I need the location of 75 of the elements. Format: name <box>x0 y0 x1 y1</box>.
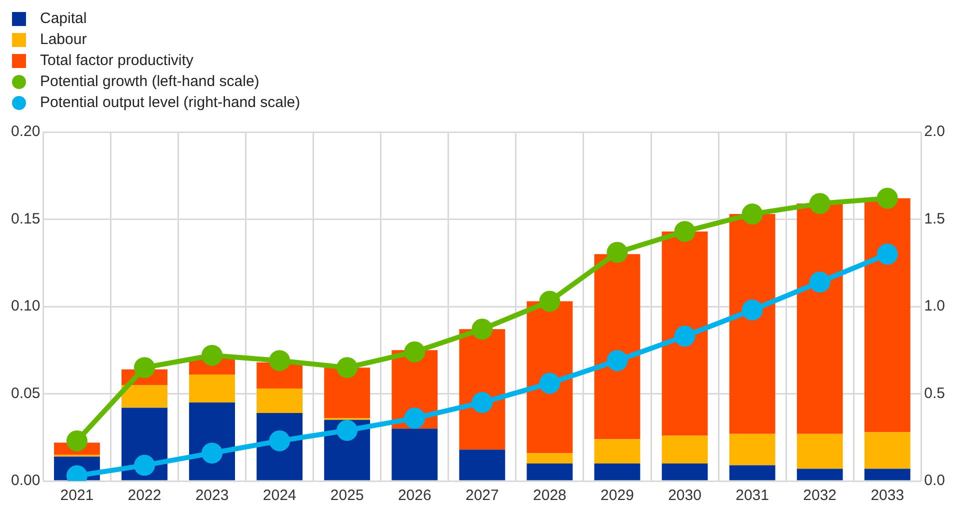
y2-tick-label: 1.5 <box>924 210 946 228</box>
bar <box>796 468 843 480</box>
bar <box>526 453 573 464</box>
point <box>134 357 155 378</box>
x-tick-label: 2033 <box>870 487 904 504</box>
bar <box>864 198 910 432</box>
x-tick-label: 2031 <box>736 487 769 504</box>
legend-label: Total factor productivity <box>40 52 194 69</box>
legend-label: Potential growth (left-hand scale) <box>40 73 260 90</box>
x-tick-label: 2021 <box>60 487 94 504</box>
bar <box>729 214 776 434</box>
point <box>876 244 898 265</box>
y2-tick-label: 0.0 <box>924 472 946 490</box>
bar <box>392 428 438 480</box>
y-tick-label: 0.05 <box>10 384 40 402</box>
point <box>134 454 155 476</box>
point <box>742 204 763 225</box>
point <box>472 318 493 340</box>
y2-tick-label: 2.0 <box>924 123 946 140</box>
point <box>404 341 426 362</box>
legend-label: Labour <box>40 31 87 48</box>
x-tick-label: 2027 <box>465 487 499 504</box>
bar <box>459 450 506 480</box>
bar <box>594 254 640 440</box>
point <box>404 408 426 429</box>
bar <box>796 204 843 434</box>
bar <box>526 464 573 480</box>
x-tick-label: 2022 <box>128 487 162 504</box>
point <box>269 350 290 372</box>
y-tick-label: 0.00 <box>10 472 40 490</box>
bar <box>122 385 168 408</box>
x-tick-label: 2025 <box>330 487 364 504</box>
point <box>336 420 358 441</box>
y-tick-label: 0.20 <box>10 123 40 140</box>
point <box>336 357 358 378</box>
bar <box>729 465 776 480</box>
bar <box>796 434 843 469</box>
point <box>742 299 763 320</box>
point <box>674 326 696 347</box>
x-tick-label: 2029 <box>600 487 634 504</box>
x-tick-label: 2023 <box>195 487 229 504</box>
point <box>472 392 493 413</box>
point <box>674 220 696 242</box>
y2-tick-label: 0.5 <box>924 384 946 402</box>
y-tick-label: 0.15 <box>10 210 40 228</box>
y-tick-label: 0.10 <box>10 298 40 315</box>
bar <box>324 368 370 418</box>
bar <box>662 436 708 464</box>
point <box>539 372 560 394</box>
point <box>809 272 830 293</box>
point <box>606 242 628 263</box>
bar <box>594 464 640 480</box>
bar <box>189 374 235 402</box>
legend-label: Potential output level (right-hand scale) <box>40 94 300 111</box>
x-tick-label: 2024 <box>262 487 296 504</box>
point <box>202 344 223 366</box>
x-tick-label: 2028 <box>533 487 566 504</box>
bar <box>662 231 708 436</box>
bar <box>864 468 910 480</box>
point <box>202 442 223 464</box>
bar <box>662 464 708 480</box>
legend-label: Capital <box>40 10 87 27</box>
point <box>539 290 560 312</box>
bar <box>729 434 776 466</box>
bar <box>864 432 910 469</box>
point <box>876 188 898 209</box>
point <box>66 430 88 452</box>
y2-tick-label: 1.0 <box>924 298 946 315</box>
point <box>809 193 830 214</box>
x-tick-label: 2032 <box>803 487 837 504</box>
x-tick-label: 2026 <box>398 487 432 504</box>
x-tick-label: 2030 <box>668 487 702 504</box>
bar <box>594 439 640 464</box>
bar <box>256 388 303 413</box>
point <box>606 350 628 372</box>
